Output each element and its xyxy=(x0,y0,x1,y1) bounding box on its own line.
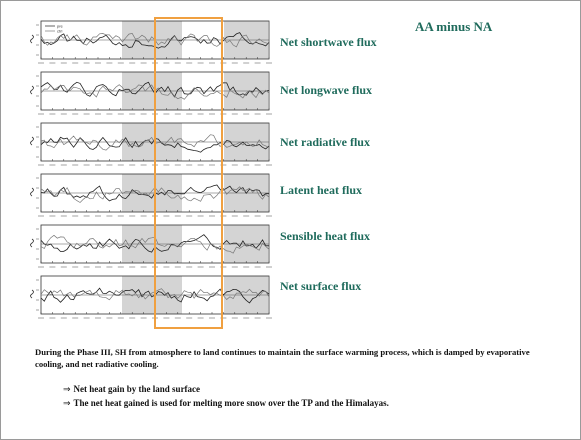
panel-net-longwave-flux xyxy=(29,68,273,117)
legend-label: pre xyxy=(57,24,64,29)
phase-highlight-box xyxy=(154,17,223,329)
bullet-text: The net heat gained is used for melting … xyxy=(73,398,389,408)
panel-plot xyxy=(30,224,272,268)
panel-latent-heat-flux xyxy=(29,170,273,219)
panel-net-surface-flux xyxy=(29,272,273,321)
slide-title: AA minus NA xyxy=(415,19,493,34)
panel-net-shortwave-flux: pre ctrl xyxy=(29,17,273,66)
panel-label-net-radiative-flux: Net radiative flux xyxy=(280,135,370,149)
implies-arrow-icon: ⇒ xyxy=(63,384,71,394)
panel-plot xyxy=(30,71,272,115)
panel-label-net-shortwave-flux: Net shortwave flux xyxy=(280,35,377,49)
panel-label-net-longwave-flux: Net longwave flux xyxy=(280,83,372,97)
y-axis-title xyxy=(30,85,34,95)
bullet-item: ⇒ Net heat gain by the land surface xyxy=(63,384,200,395)
y-axis-title xyxy=(30,187,34,197)
panel-plot xyxy=(30,173,272,217)
y-axis-title xyxy=(30,238,34,248)
summary-text: During the Phase III, SH from atmosphere… xyxy=(35,347,530,369)
panel-plot xyxy=(30,122,272,166)
legend-label: ctrl xyxy=(57,29,62,34)
bullet-item: ⇒ The net heat gained is used for melting… xyxy=(63,398,389,409)
y-axis-title xyxy=(30,34,34,44)
y-axis-title xyxy=(30,136,34,146)
panel-plot xyxy=(30,275,272,319)
bullet-text: Net heat gain by the land surface xyxy=(73,384,201,394)
panel-sensible-heat-flux xyxy=(29,221,273,270)
panel-net-radiative-flux xyxy=(29,119,273,168)
implies-arrow-icon: ⇒ xyxy=(63,398,71,408)
panel-label-sensible-heat-flux: Sensible heat flux xyxy=(280,229,371,243)
panel-label-net-surface-flux: Net surface flux xyxy=(280,279,362,293)
y-axis-title xyxy=(30,289,34,299)
panel-label-latent-heat-flux: Latent heat flux xyxy=(280,183,362,197)
